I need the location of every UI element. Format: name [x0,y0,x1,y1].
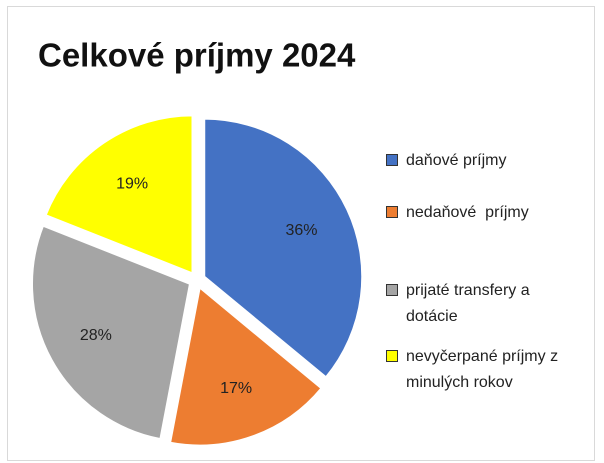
legend-swatch [386,284,398,296]
pie-slice [168,285,323,447]
chart-frame [7,6,595,461]
legend-item: nedaňové príjmy [386,200,576,226]
legend-label: nedaňové príjmy [406,204,529,221]
legend-item: prijaté transfery a dotácie [386,278,576,330]
chart-title: Celkové príjmy 2024 [38,37,356,74]
legend-swatch [386,350,398,362]
legend-swatch [386,154,398,166]
data-label: 28% [80,327,112,344]
legend-swatch [386,206,398,218]
data-label: 36% [285,222,317,239]
pie-slice [44,114,194,275]
legend-item: nevyčerpané príjmy z minulých rokov [386,344,576,396]
legend-label: nevyčerpané príjmy z minulých rokov [406,348,563,391]
legend: daňové príjmy nedaňové príjmy prijaté tran… [386,148,576,396]
data-label: 19% [116,176,148,193]
legend-label: prijaté transfery a dotácie [406,282,535,325]
data-label: 17% [220,380,252,397]
pie-slice [31,224,192,441]
legend-item: daňové príjmy [386,148,576,174]
legend-label: daňové príjmy [406,152,507,169]
pie-slice [203,117,364,379]
